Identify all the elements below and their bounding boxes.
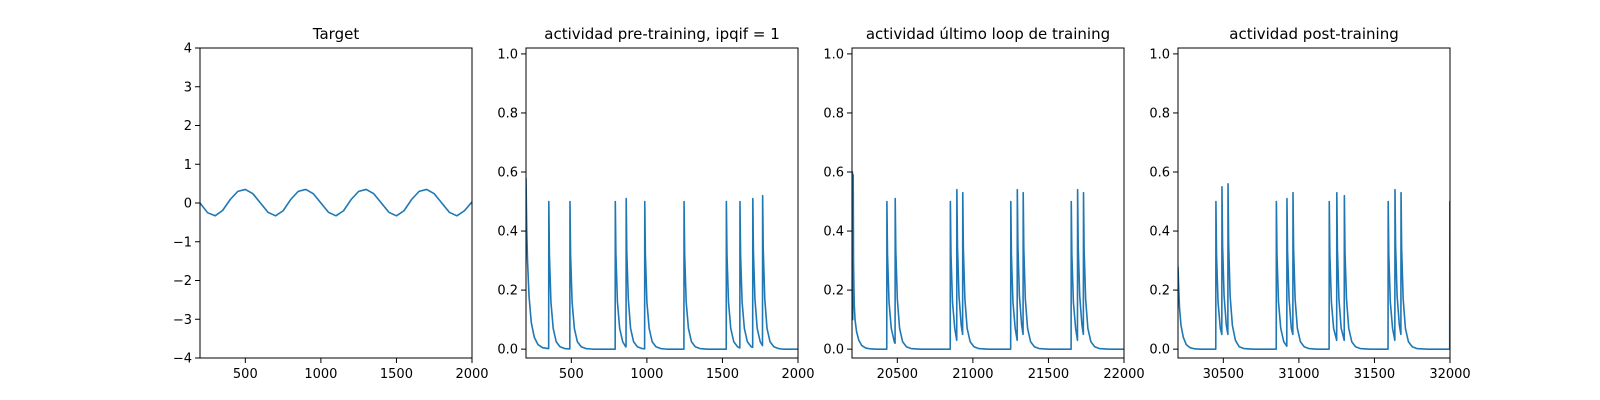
y-tick-label: 0.8 [1149,106,1170,121]
y-tick-label: 0.0 [1149,343,1170,358]
y-tick-label: 0.8 [497,106,518,121]
x-tick-label: 32000 [1429,367,1470,382]
y-tick-label: 0.2 [1149,284,1170,299]
y-tick-label: −2 [173,274,192,289]
chart-title: actividad último loop de training [866,25,1110,43]
series-line-1 [200,188,472,217]
x-tick-label: 1500 [380,367,413,382]
axes-frame [1177,47,1451,359]
y-tick-label: 0.4 [823,225,844,240]
y-tick-label: 1.0 [497,47,518,62]
chart-panel-4: 30500 31000 31500 32000 0.0 0.2 0.4 0.6 0.8 1.0 ac… [1149,25,1470,382]
axes-frame [199,47,473,359]
y-tick-label: −3 [173,313,192,328]
chart-panel-3: 20500 21000 21500 22000 0.0 0.2 0.4 0.6 0.8 1.0 ac… [823,25,1144,382]
y-tick-label: 3 [184,80,192,95]
chart-title: Target [312,25,360,43]
series-line-1 [526,177,798,350]
y-tick-label: 0.0 [823,343,844,358]
x-tick-label: 22000 [1103,367,1144,382]
x-tick-label: 31000 [1278,367,1319,382]
x-tick-label: 1000 [304,367,337,382]
x-tick-label: 500 [559,367,584,382]
y-tick-label: 1.0 [1149,47,1170,62]
y-tick-label: 0.8 [823,106,844,121]
y-tick-label: −1 [173,235,192,250]
x-tick-label: 2000 [781,367,814,382]
x-tick-label: 500 [233,367,258,382]
series-line-1 [1178,183,1450,350]
x-tick-label: 21000 [952,367,993,382]
y-tick-label: 0.4 [497,225,518,240]
series-line-1 [852,171,1124,350]
y-tick-label: 0.6 [497,166,518,181]
y-tick-label: 0.4 [1149,225,1170,240]
chart-panel-2: 500 1000 1500 2000 0.0 0.2 0.4 0.6 0.8 1.0 activid… [497,25,814,382]
y-tick-label: 0.0 [497,343,518,358]
y-tick-label: 1 [184,158,192,173]
x-tick-label: 31500 [1354,367,1395,382]
y-tick-label: 0 [184,197,192,212]
x-tick-label: 1500 [706,367,739,382]
x-tick-label: 1000 [630,367,663,382]
y-tick-label: 0.6 [823,166,844,181]
chart-title: actividad post-training [1229,25,1398,43]
x-tick-label: 2000 [455,367,488,382]
y-tick-label: −4 [173,352,192,367]
y-tick-label: 2 [184,119,192,134]
axes-frame [525,47,799,359]
chart-title: actividad pre-training, ipqif = 1 [544,25,780,43]
x-tick-label: 30500 [1203,367,1244,382]
axes-frame [851,47,1125,359]
y-tick-label: 1.0 [823,47,844,62]
y-tick-label: 0.6 [1149,166,1170,181]
x-tick-label: 21500 [1028,367,1069,382]
y-tick-label: 0.2 [497,284,518,299]
y-tick-label: 4 [184,42,192,57]
chart-panel-1: 500 1000 1500 2000 −4 −3 −2 −1 0 1 2 3 4 Target [173,25,489,382]
y-tick-label: 0.2 [823,284,844,299]
x-tick-label: 20500 [877,367,918,382]
